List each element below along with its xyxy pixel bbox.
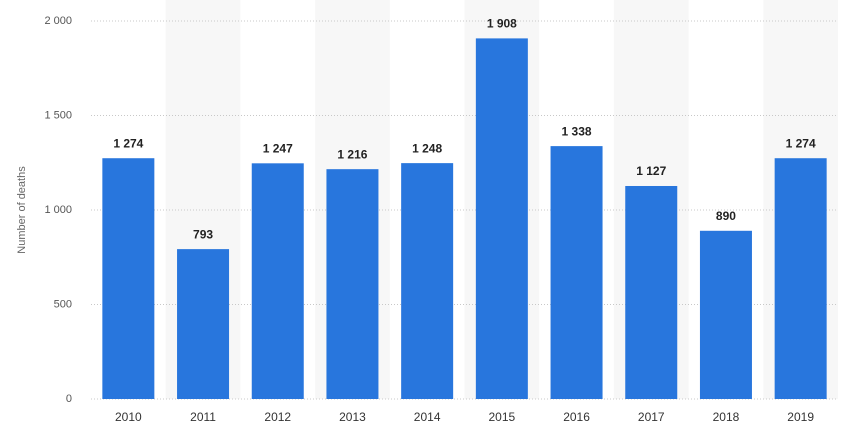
x-tick-label: 2018 bbox=[713, 410, 740, 424]
value-label: 1 274 bbox=[786, 136, 816, 150]
x-tick-label: 2011 bbox=[190, 410, 216, 424]
y-axis-label: Number of deaths bbox=[16, 166, 28, 254]
x-tick-label: 2014 bbox=[414, 410, 441, 424]
y-tick-label: 0 bbox=[66, 393, 72, 405]
x-tick-label: 2012 bbox=[264, 410, 291, 424]
bar bbox=[401, 163, 454, 399]
value-label: 1 908 bbox=[487, 17, 517, 31]
y-tick-label: 500 bbox=[54, 298, 72, 310]
y-tick-label: 1 500 bbox=[44, 109, 72, 121]
bar bbox=[326, 169, 379, 399]
bar bbox=[774, 158, 827, 399]
x-tick-label: 2013 bbox=[339, 410, 366, 424]
y-tick-label: 1 000 bbox=[44, 204, 72, 216]
bar bbox=[177, 249, 230, 399]
x-tick-label: 2016 bbox=[563, 410, 590, 424]
x-tick-label: 2019 bbox=[787, 410, 814, 424]
value-label: 1 338 bbox=[562, 124, 592, 138]
value-label: 1 216 bbox=[337, 147, 367, 161]
bar bbox=[550, 146, 603, 399]
value-label: 1 127 bbox=[636, 164, 666, 178]
bar bbox=[475, 38, 528, 399]
bar bbox=[699, 230, 752, 399]
value-label: 890 bbox=[716, 209, 736, 223]
value-label: 793 bbox=[193, 227, 213, 241]
value-label: 1 248 bbox=[412, 141, 442, 155]
bar bbox=[251, 163, 304, 399]
bar bbox=[102, 158, 155, 399]
x-tick-label: 2017 bbox=[638, 410, 665, 424]
y-tick-label: 2 000 bbox=[44, 15, 72, 27]
x-tick-label: 2010 bbox=[115, 410, 142, 424]
x-tick-label: 2015 bbox=[488, 410, 515, 424]
value-label: 1 247 bbox=[263, 141, 293, 155]
value-label: 1 274 bbox=[113, 136, 143, 150]
bar bbox=[625, 185, 678, 399]
